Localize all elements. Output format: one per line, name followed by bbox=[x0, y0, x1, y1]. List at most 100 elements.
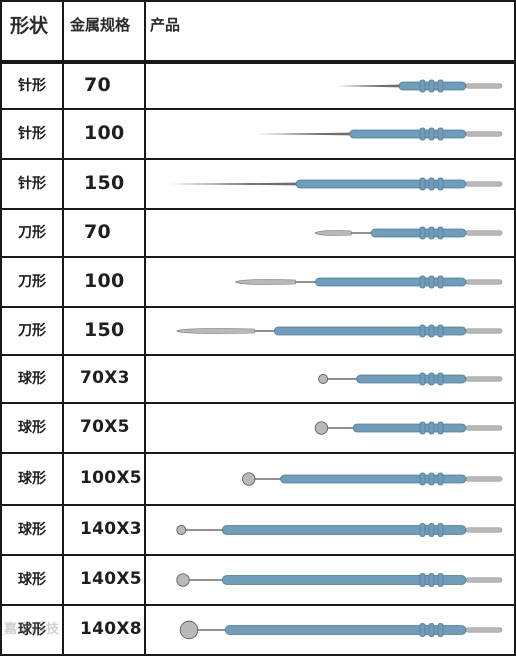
grid-hline bbox=[0, 554, 516, 556]
grid-vline bbox=[62, 0, 64, 656]
grip-ring bbox=[428, 275, 435, 289]
electrode-pin bbox=[465, 476, 503, 482]
needle-tip bbox=[335, 84, 400, 88]
grid-hline bbox=[0, 158, 516, 160]
row-product-image bbox=[146, 354, 514, 402]
grip-ring bbox=[437, 523, 444, 537]
grid-hline bbox=[0, 306, 516, 308]
blade-tip bbox=[176, 328, 255, 334]
row-shape: 球形 bbox=[18, 622, 46, 638]
grid-vline bbox=[0, 0, 2, 656]
grip-ring bbox=[428, 573, 435, 587]
electrode-handle bbox=[221, 525, 467, 535]
grip-ring bbox=[419, 79, 426, 93]
ball-tip bbox=[176, 525, 187, 535]
grip-ring bbox=[428, 523, 435, 537]
ball-tip bbox=[179, 620, 199, 640]
needle-tip bbox=[256, 132, 350, 136]
electrode-handle bbox=[352, 423, 467, 433]
row-spec: 70 bbox=[84, 221, 112, 243]
electrode-drawing bbox=[335, 79, 503, 93]
needle-tip bbox=[169, 182, 297, 186]
grid-hline bbox=[0, 452, 516, 454]
grip-ring bbox=[437, 177, 444, 191]
row-product-image bbox=[146, 158, 514, 208]
grip-ring bbox=[419, 421, 426, 435]
row-shape: 球形 bbox=[18, 371, 46, 387]
electrode-pin bbox=[465, 627, 503, 633]
electrode-handle bbox=[356, 374, 467, 384]
row-shape: 球形 bbox=[18, 420, 46, 436]
electrode-drawing bbox=[176, 523, 503, 537]
grid-vline bbox=[514, 0, 516, 656]
electrode-drawing bbox=[256, 127, 503, 141]
grip-ring bbox=[419, 623, 426, 637]
grid-hline bbox=[0, 654, 516, 656]
electrode-drawing bbox=[179, 620, 503, 640]
grip-ring bbox=[419, 324, 426, 338]
grip-ring bbox=[419, 372, 426, 386]
grip-ring bbox=[419, 573, 426, 587]
row-spec: 70X5 bbox=[80, 417, 130, 437]
electrode-pin bbox=[465, 181, 503, 187]
grid-hline bbox=[0, 62, 516, 64]
grip-ring bbox=[437, 324, 444, 338]
grid-hline bbox=[0, 504, 516, 506]
header-product: 产品 bbox=[150, 15, 181, 34]
row-shape: 球形 bbox=[18, 471, 46, 487]
grid-hline bbox=[0, 0, 516, 2]
electrode-pin bbox=[465, 376, 503, 382]
grid-hline bbox=[0, 354, 516, 356]
row-shape: 球形 bbox=[18, 572, 46, 588]
grip-ring bbox=[428, 127, 435, 141]
grid-hline bbox=[0, 60, 516, 62]
ball-tip bbox=[242, 472, 256, 486]
row-spec: 100X5 bbox=[80, 468, 142, 488]
row-spec: 140X8 bbox=[80, 619, 142, 639]
electrode-pin bbox=[465, 577, 503, 583]
electrode-drawing bbox=[318, 372, 503, 386]
grip-ring bbox=[437, 275, 444, 289]
row-spec: 70X3 bbox=[80, 368, 130, 388]
row-shape: 刀形 bbox=[18, 274, 46, 290]
grip-ring bbox=[428, 177, 435, 191]
electrode-pin bbox=[465, 425, 503, 431]
electrode-drawing bbox=[242, 472, 503, 486]
grip-ring bbox=[419, 226, 426, 240]
grip-ring bbox=[419, 472, 426, 486]
grip-ring bbox=[437, 79, 444, 93]
grid-hline bbox=[0, 108, 516, 110]
row-shape: 针形 bbox=[18, 176, 46, 192]
row-spec: 70 bbox=[84, 74, 112, 96]
electrode-pin bbox=[465, 527, 503, 533]
grip-ring bbox=[428, 623, 435, 637]
grip-ring bbox=[437, 421, 444, 435]
row-product-image bbox=[146, 604, 514, 654]
grip-ring bbox=[428, 472, 435, 486]
grip-ring bbox=[428, 421, 435, 435]
row-spec: 140X3 bbox=[80, 519, 142, 539]
electrode-pin bbox=[465, 328, 503, 334]
electrode-pin bbox=[465, 83, 503, 89]
row-shape: 针形 bbox=[18, 78, 46, 94]
grip-ring bbox=[437, 127, 444, 141]
row-product-image bbox=[146, 208, 514, 256]
row-product-image bbox=[146, 306, 514, 354]
row-shape: 刀形 bbox=[18, 225, 46, 241]
grip-ring bbox=[419, 523, 426, 537]
ball-tip bbox=[318, 374, 329, 384]
electrode-handle bbox=[370, 228, 467, 238]
electrode-pin bbox=[465, 131, 503, 137]
row-spec: 100 bbox=[84, 270, 125, 292]
grip-ring bbox=[437, 472, 444, 486]
grip-ring bbox=[419, 275, 426, 289]
grip-ring bbox=[428, 372, 435, 386]
row-spec: 150 bbox=[84, 172, 125, 194]
blade-tip bbox=[314, 230, 352, 236]
grid-vline bbox=[144, 0, 146, 656]
electrode-drawing bbox=[314, 226, 503, 240]
row-product-image bbox=[146, 452, 514, 504]
watermark: 嘉联科技 bbox=[4, 622, 61, 637]
row-product-image bbox=[146, 554, 514, 604]
electrode-drawing bbox=[235, 275, 503, 289]
